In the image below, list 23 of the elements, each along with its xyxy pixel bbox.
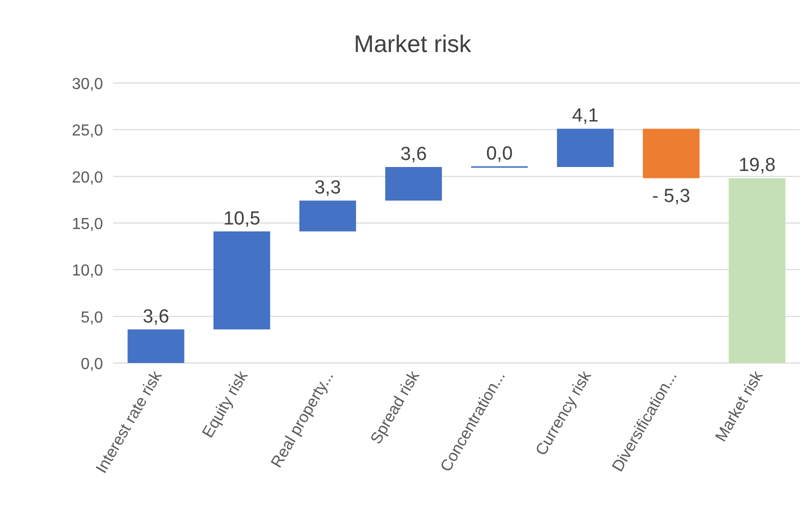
data-label: 10,5 — [223, 208, 260, 230]
bar — [556, 128, 614, 167]
chart-title: Market risk — [354, 31, 472, 58]
y-tick-label: 30,0 — [72, 76, 104, 93]
bar — [728, 178, 786, 363]
y-tick-label: 5,0 — [80, 309, 104, 326]
bar — [642, 128, 700, 178]
data-label: 19,8 — [738, 155, 776, 176]
data-label: 3,3 — [314, 178, 341, 199]
data-label: - 5,3 — [652, 186, 690, 208]
bar — [299, 200, 356, 232]
bar — [213, 231, 270, 330]
data-label: 3,6 — [400, 144, 427, 165]
y-tick-label: 15,0 — [72, 216, 104, 233]
data-label: 4,1 — [572, 106, 599, 127]
y-tick-label: 25,0 — [72, 122, 104, 140]
y-tick-label: 0,0 — [80, 356, 104, 373]
y-tick-label: 10,0 — [72, 262, 104, 280]
data-label: 3,6 — [142, 306, 170, 328]
bar — [128, 329, 184, 363]
data-label: 0,0 — [486, 143, 513, 164]
bar — [385, 167, 442, 201]
y-tick-label: 20,0 — [72, 169, 104, 186]
